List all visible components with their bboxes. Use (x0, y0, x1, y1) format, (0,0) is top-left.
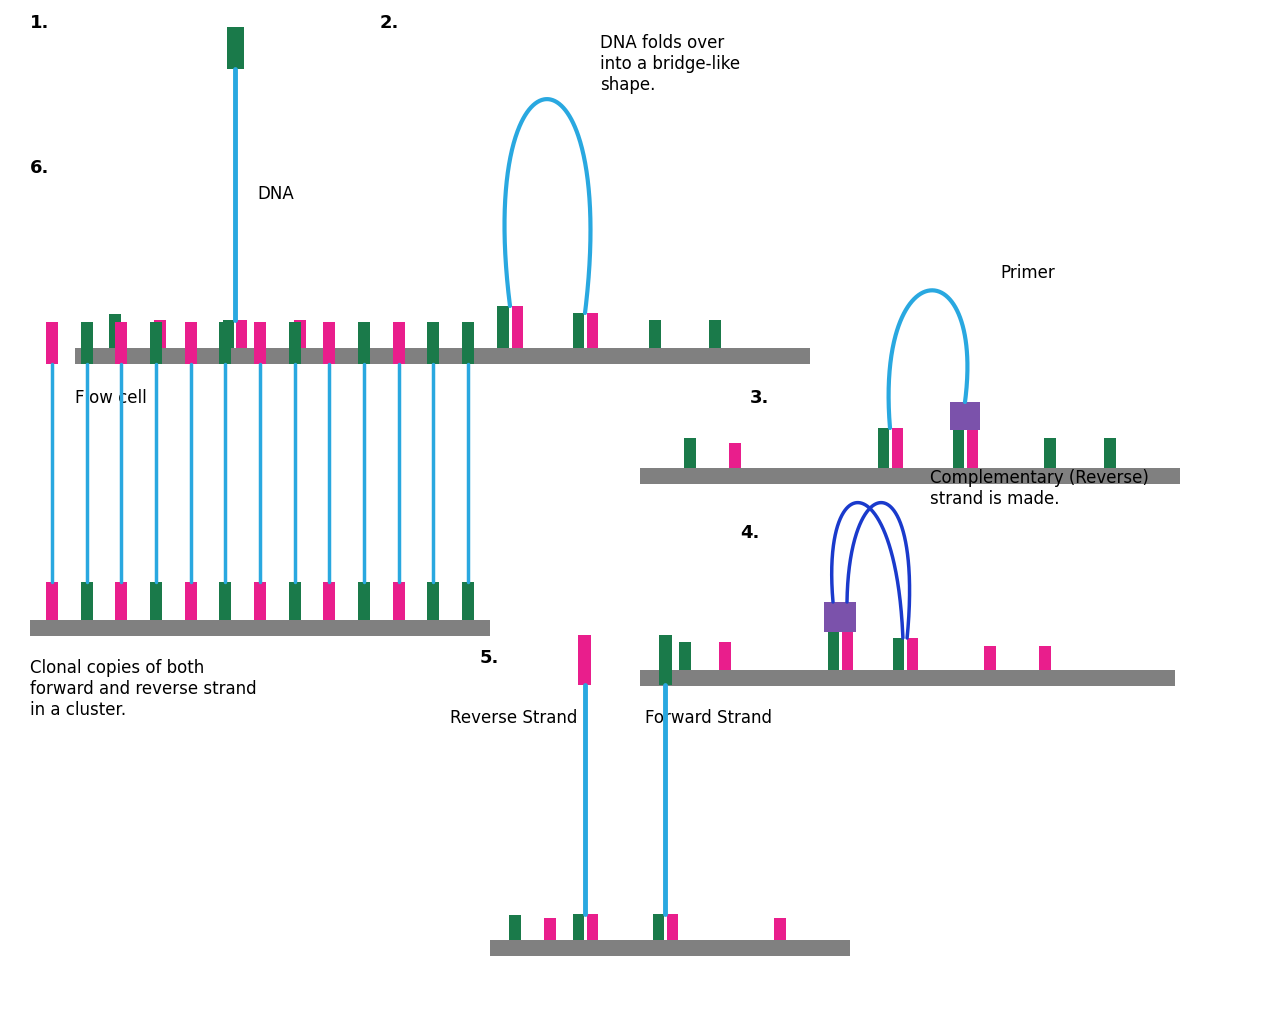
Bar (1103, 438, 1116, 468)
Bar (219, 582, 232, 620)
Bar (184, 582, 197, 620)
Bar (1044, 438, 1056, 468)
Bar (509, 915, 521, 940)
Bar (184, 322, 197, 364)
Bar (150, 322, 163, 364)
Text: DNA: DNA (257, 185, 293, 203)
Bar (360, 348, 810, 364)
Text: Forward Strand: Forward Strand (645, 709, 772, 727)
Bar (586, 914, 598, 940)
Text: Complementary (Reverse)
strand is made.: Complementary (Reverse) strand is made. (931, 469, 1149, 508)
Bar (289, 582, 301, 620)
Bar (667, 914, 677, 940)
Bar (950, 402, 980, 430)
Bar (227, 27, 243, 69)
Bar (150, 582, 163, 620)
Bar (462, 322, 474, 364)
Bar (984, 646, 996, 670)
Bar (640, 468, 1180, 484)
Text: 4.: 4. (740, 524, 759, 542)
Bar (572, 914, 584, 940)
Bar (892, 638, 904, 670)
Bar (109, 314, 122, 348)
Bar (253, 582, 266, 620)
Bar (428, 582, 439, 620)
Bar (428, 322, 439, 364)
Bar (730, 443, 741, 468)
Text: Flow cell: Flow cell (76, 389, 147, 407)
Bar (46, 582, 58, 620)
Bar (81, 582, 92, 620)
Bar (572, 313, 584, 348)
Text: 6.: 6. (29, 159, 50, 177)
Bar (774, 918, 786, 940)
Bar (684, 438, 696, 468)
Bar (115, 582, 127, 620)
Bar (579, 635, 591, 685)
Bar (462, 582, 474, 620)
Bar (649, 319, 660, 348)
Bar (512, 306, 522, 348)
Bar (841, 632, 852, 670)
Bar (586, 313, 598, 348)
Bar (658, 635, 672, 685)
Text: DNA folds over
into a bridge-like
shape.: DNA folds over into a bridge-like shape. (600, 34, 740, 93)
Bar (115, 322, 127, 364)
Bar (29, 620, 490, 636)
Bar (719, 642, 731, 670)
Bar (966, 430, 978, 468)
Bar (393, 322, 404, 364)
Bar (46, 322, 58, 364)
Text: Reverse Strand: Reverse Strand (451, 709, 577, 727)
Bar (223, 319, 233, 348)
Bar (76, 348, 420, 364)
Bar (878, 428, 888, 468)
Bar (393, 582, 404, 620)
Bar (952, 430, 964, 468)
Text: 5.: 5. (480, 649, 499, 667)
Text: 1.: 1. (29, 14, 50, 32)
Bar (358, 322, 370, 364)
Bar (219, 322, 232, 364)
Bar (289, 322, 301, 364)
Bar (653, 914, 663, 940)
Bar (490, 940, 850, 956)
Bar (324, 582, 335, 620)
Bar (1039, 646, 1051, 670)
Bar (154, 319, 166, 348)
Bar (294, 319, 306, 348)
Bar (544, 918, 556, 940)
Text: 2.: 2. (380, 14, 399, 32)
Bar (81, 322, 92, 364)
Bar (906, 638, 918, 670)
Bar (824, 602, 856, 632)
Bar (498, 306, 508, 348)
Text: Clonal copies of both
forward and reverse strand
in a cluster.: Clonal copies of both forward and revers… (29, 659, 256, 719)
Bar (827, 632, 838, 670)
Bar (237, 319, 247, 348)
Bar (678, 642, 691, 670)
Text: Primer: Primer (1000, 264, 1055, 282)
Bar (253, 322, 266, 364)
Text: 3.: 3. (750, 389, 769, 407)
Bar (324, 322, 335, 364)
Bar (358, 582, 370, 620)
Bar (709, 319, 721, 348)
Bar (891, 428, 902, 468)
Bar (640, 670, 1175, 686)
